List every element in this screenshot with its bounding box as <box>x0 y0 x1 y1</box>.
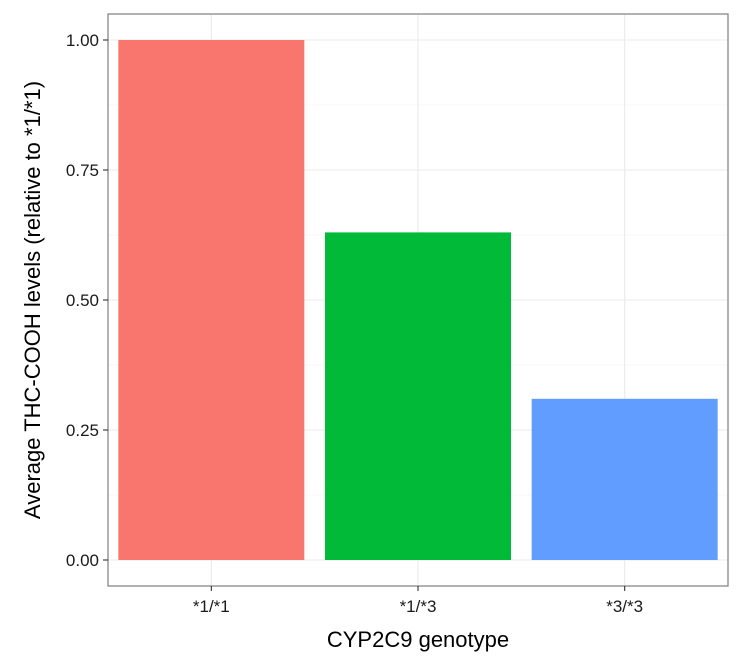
x-axis: *1/*1 *1/*3 *3/*3 <box>193 586 643 616</box>
y-tick-label: 0.75 <box>66 161 99 180</box>
x-axis-title: CYP2C9 genotype <box>327 627 509 652</box>
y-axis-title: Average THC-COOH levels (relative to *1/… <box>20 81 45 519</box>
bar-1-1 <box>118 40 305 560</box>
y-axis: 0.00 0.25 0.50 0.75 1.00 <box>66 31 108 570</box>
y-tick-label: 0.25 <box>66 421 99 440</box>
y-tick-label: 0.00 <box>66 551 99 570</box>
y-tick-label: 0.50 <box>66 291 99 310</box>
x-tick-label: *1/*3 <box>400 597 437 616</box>
y-tick-label: 1.00 <box>66 31 99 50</box>
x-tick-label: *1/*1 <box>193 597 230 616</box>
x-tick-label: *3/*3 <box>606 597 643 616</box>
bar-3-3 <box>531 398 718 560</box>
bar-1-3 <box>325 232 511 560</box>
bars <box>118 40 718 560</box>
